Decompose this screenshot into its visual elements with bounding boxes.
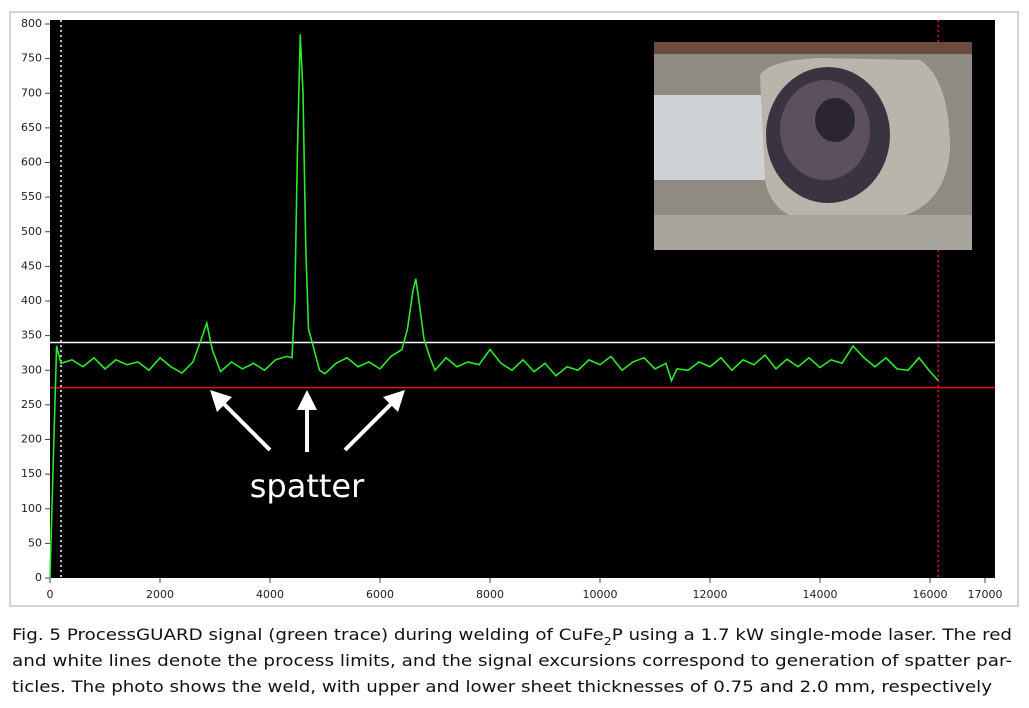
spatter-arrows (210, 390, 405, 452)
y-tick-label: 450 (21, 259, 42, 272)
y-tick-label: 100 (21, 502, 42, 515)
y-tick-label: 350 (21, 329, 42, 342)
annotation: spatter (250, 467, 365, 505)
x-tick-label: 12000 (693, 588, 728, 601)
y-tick-label: 150 (21, 467, 42, 480)
caption-line: ticles. The photo shows the weld, with u… (12, 677, 992, 696)
y-tick-label: 300 (21, 363, 42, 376)
caption-text: P using a 1.7 kW single-mode laser. The … (612, 625, 1012, 644)
x-tick-label: 17000 (968, 588, 1003, 601)
caption-text: Fig. 5 ProcessGUARD signal (green trace)… (12, 625, 604, 644)
plot-layer: 0 50 100 150 200 250 300 350 400 450 500 550 600 650 7… (21, 17, 1003, 601)
x-tick-label: 6000 (366, 588, 394, 601)
x-tick-label: 4000 (256, 588, 284, 601)
y-tick-label: 500 (21, 225, 42, 238)
y-tick-label: 550 (21, 190, 42, 203)
y-tick-label: 800 (21, 17, 42, 30)
y-tick-label: 700 (21, 86, 42, 99)
x-tick-label: 2000 (146, 588, 174, 601)
x-tick-label: 14000 (803, 588, 838, 601)
y-tick-label: 650 (21, 121, 42, 134)
y-tick-label: 50 (28, 536, 42, 549)
x-tick-label: 8000 (476, 588, 504, 601)
x-tick-label: 0 (47, 588, 54, 601)
signal-line (49, 34, 939, 579)
y-tick-label: 750 (21, 52, 42, 65)
caption-line: Fig. 5 ProcessGUARD signal (green trace)… (12, 625, 1012, 648)
y-tick-label: 250 (21, 398, 42, 411)
y-tick-label: 600 (21, 156, 42, 169)
x-tick-label: 16000 (913, 588, 948, 601)
caption-subscript: 2 (604, 635, 612, 648)
x-tick-label: 10000 (583, 588, 618, 601)
y-tick-label: 0 (35, 571, 42, 584)
caption-line: and white lines denote the process limit… (12, 651, 1012, 670)
weld-photo (654, 42, 972, 250)
y-tick-label: 400 (21, 294, 42, 307)
y-tick-label: 200 (21, 433, 42, 446)
